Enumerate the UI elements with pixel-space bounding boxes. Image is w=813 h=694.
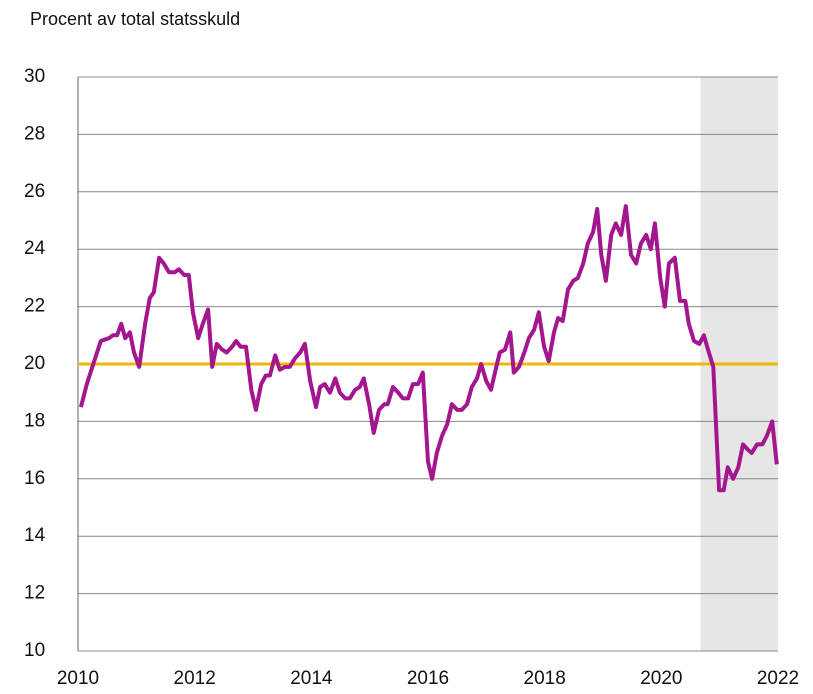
x-tick-label: 2014 (290, 668, 333, 689)
data-line (78, 204, 779, 493)
y-tick-label: 24 (24, 238, 46, 259)
chart-title: Procent av total statsskuld (30, 9, 240, 29)
y-tick-label: 10 (24, 640, 45, 661)
y-tick-label: 18 (24, 410, 45, 431)
y-tick-label: 26 (24, 181, 45, 202)
x-tick-label: 2020 (640, 668, 682, 689)
x-tick-label: 2022 (757, 668, 799, 689)
x-tick-label: 2018 (524, 668, 566, 689)
x-tick-label: 2016 (407, 668, 449, 689)
y-tick-label: 16 (24, 468, 45, 489)
x-tick-label: 2010 (57, 668, 99, 689)
y-tick-label: 20 (24, 353, 45, 374)
y-tick-label: 14 (24, 525, 46, 546)
y-tick-label: 30 (24, 66, 45, 87)
y-tick-label: 22 (24, 296, 45, 317)
y-tick-label: 28 (24, 123, 45, 144)
y-tick-label: 12 (24, 583, 45, 604)
x-tick-label: 2012 (174, 668, 216, 689)
